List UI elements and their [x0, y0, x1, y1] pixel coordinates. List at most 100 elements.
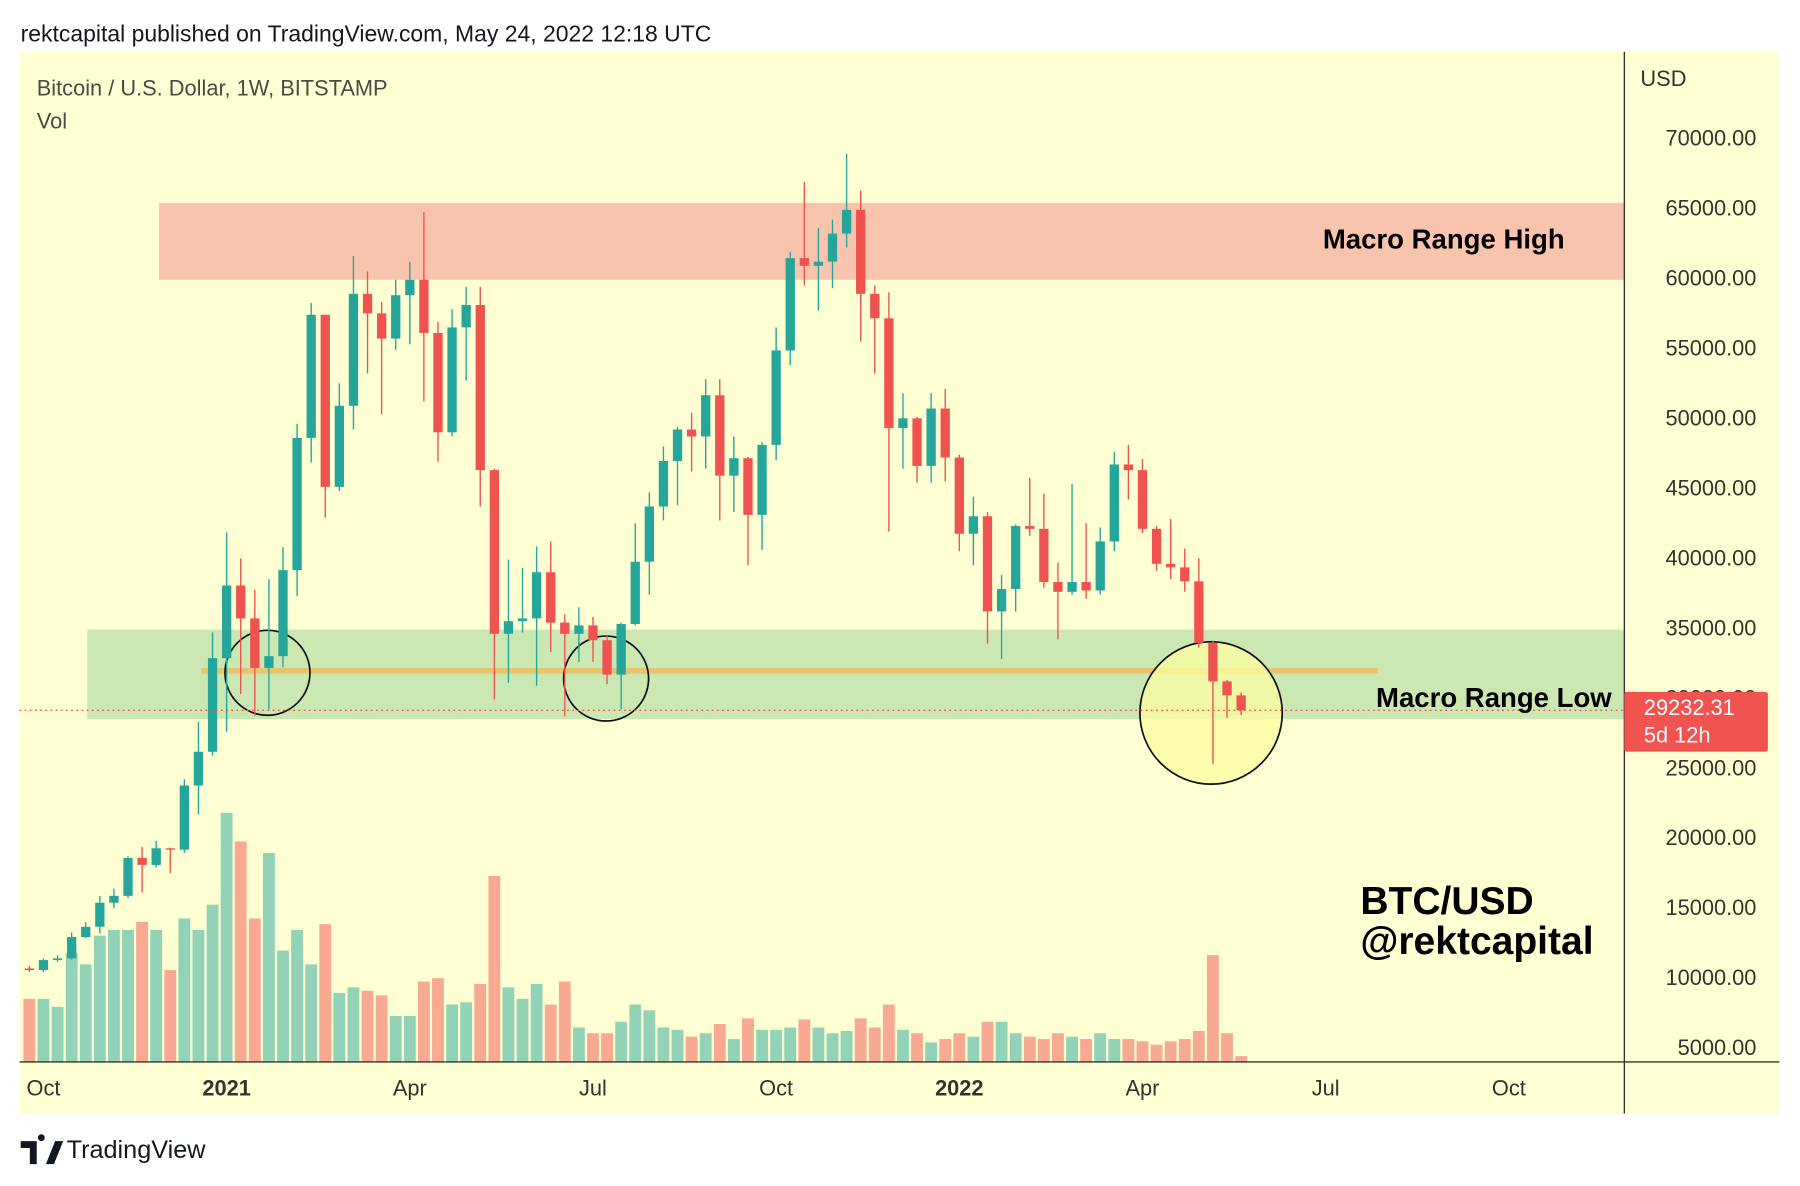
candle-body	[898, 418, 908, 429]
volume-bar	[601, 1033, 613, 1062]
volume-bar	[291, 929, 304, 1062]
volume-bar	[671, 1029, 684, 1062]
candle-body	[856, 209, 866, 294]
volume-bar	[1207, 955, 1219, 1062]
candle-body	[264, 656, 274, 668]
candle-body	[123, 857, 133, 896]
volume-bar	[1178, 1038, 1191, 1062]
volume-bar	[544, 1004, 557, 1062]
volume-bar	[742, 1018, 754, 1062]
volume-bar	[784, 1027, 797, 1062]
volume-bar	[51, 1006, 64, 1062]
candle-body	[588, 625, 598, 641]
volume-bar	[1221, 1033, 1233, 1062]
x-tick-label: Apr	[1126, 1075, 1160, 1100]
x-tick-label: 2022	[935, 1075, 984, 1100]
volume-bar	[897, 1029, 909, 1062]
candle-body	[137, 857, 147, 865]
candle-body	[348, 293, 359, 406]
candle-body	[1109, 464, 1119, 542]
candle-body	[926, 408, 936, 466]
candle-body	[560, 622, 570, 634]
candles	[19, 153, 1625, 972]
last-price-box	[1624, 691, 1768, 752]
candle-body	[1236, 695, 1246, 711]
candle-body	[306, 314, 316, 438]
volume-bar	[727, 1038, 740, 1062]
volume-bar	[432, 978, 444, 1062]
candle-body	[433, 332, 443, 433]
candle-body	[771, 350, 781, 445]
candle-body	[250, 618, 260, 668]
x-tick-label: Oct	[1492, 1075, 1526, 1100]
volume-bar	[108, 929, 120, 1062]
highlight-circle	[562, 635, 650, 722]
zones	[87, 202, 1625, 720]
volume-bar	[206, 904, 219, 1062]
volume-bar	[1080, 1038, 1093, 1062]
highlight-circle	[224, 629, 311, 717]
volume-bar	[192, 929, 205, 1062]
y-tick-label: 45000.00	[1665, 475, 1756, 500]
volume-bar	[981, 1021, 994, 1062]
y-tick-label: 60000.00	[1665, 266, 1756, 291]
x-tick-label: Jul	[1312, 1075, 1340, 1100]
volume-bar	[995, 1021, 1008, 1062]
candle-body	[38, 960, 49, 971]
volume-bar	[699, 1033, 712, 1062]
volume-bar	[1122, 1038, 1135, 1062]
candle-body	[870, 293, 880, 319]
volume-bar	[37, 998, 50, 1062]
volume-bar	[474, 983, 487, 1062]
candle-body	[715, 395, 725, 476]
candle-body	[602, 640, 612, 675]
volume-bar	[262, 853, 275, 1062]
last-price-label: 29232.31	[1644, 695, 1735, 720]
x-tick-label: 2021	[202, 1075, 251, 1100]
candle-body	[546, 572, 556, 623]
x-tick-label: Apr	[393, 1075, 427, 1100]
candle-body	[503, 621, 514, 634]
volume-bar	[530, 983, 543, 1062]
volume-bar	[305, 964, 318, 1062]
candle-body	[66, 936, 77, 959]
candle-body	[644, 506, 654, 562]
candle-body	[1194, 581, 1204, 643]
candle-body	[1025, 526, 1035, 529]
y-tick-label: 15000.00	[1665, 895, 1756, 920]
candle-body	[785, 258, 795, 351]
volume-bar	[713, 1024, 726, 1062]
volume-bar	[178, 918, 191, 1062]
volume-bar	[220, 812, 233, 1062]
candle-body	[95, 902, 105, 927]
candle-body	[207, 658, 218, 752]
symbol-title: Bitcoin / U.S. Dollar, 1W, BITSTAMP	[37, 75, 388, 100]
volume-bar	[572, 1027, 585, 1062]
candle-body	[1053, 582, 1063, 592]
candle-body	[1166, 563, 1176, 568]
volume-bar	[389, 1016, 402, 1062]
volume-bar	[587, 1033, 599, 1062]
candle-body	[1011, 526, 1021, 590]
candle-body	[489, 470, 499, 634]
volume-label: Vol	[37, 109, 67, 134]
publish-header: rektcapital published on TradingView.com…	[21, 21, 712, 47]
candle-body	[320, 314, 330, 487]
volume-bar	[911, 1033, 923, 1062]
volume-bar	[136, 921, 149, 1062]
candle-body	[743, 458, 753, 515]
volume-bar	[1108, 1038, 1121, 1062]
y-tick-label: 35000.00	[1665, 615, 1756, 640]
volume-bar	[882, 1004, 895, 1062]
volume-bar	[375, 995, 388, 1062]
candle-body	[24, 968, 35, 971]
candle-body	[179, 785, 190, 850]
volume-bar	[812, 1027, 825, 1062]
tradingview-logo: TradingView	[20, 1134, 206, 1164]
volume-bar	[953, 1033, 966, 1062]
axes: Bitcoin / U.S. Dollar, 1W, BITSTAMP Vol …	[19, 51, 1780, 1114]
y-tick-label: 10000.00	[1665, 965, 1756, 990]
currency-label: USD	[1640, 66, 1686, 91]
candle-body	[658, 460, 669, 507]
